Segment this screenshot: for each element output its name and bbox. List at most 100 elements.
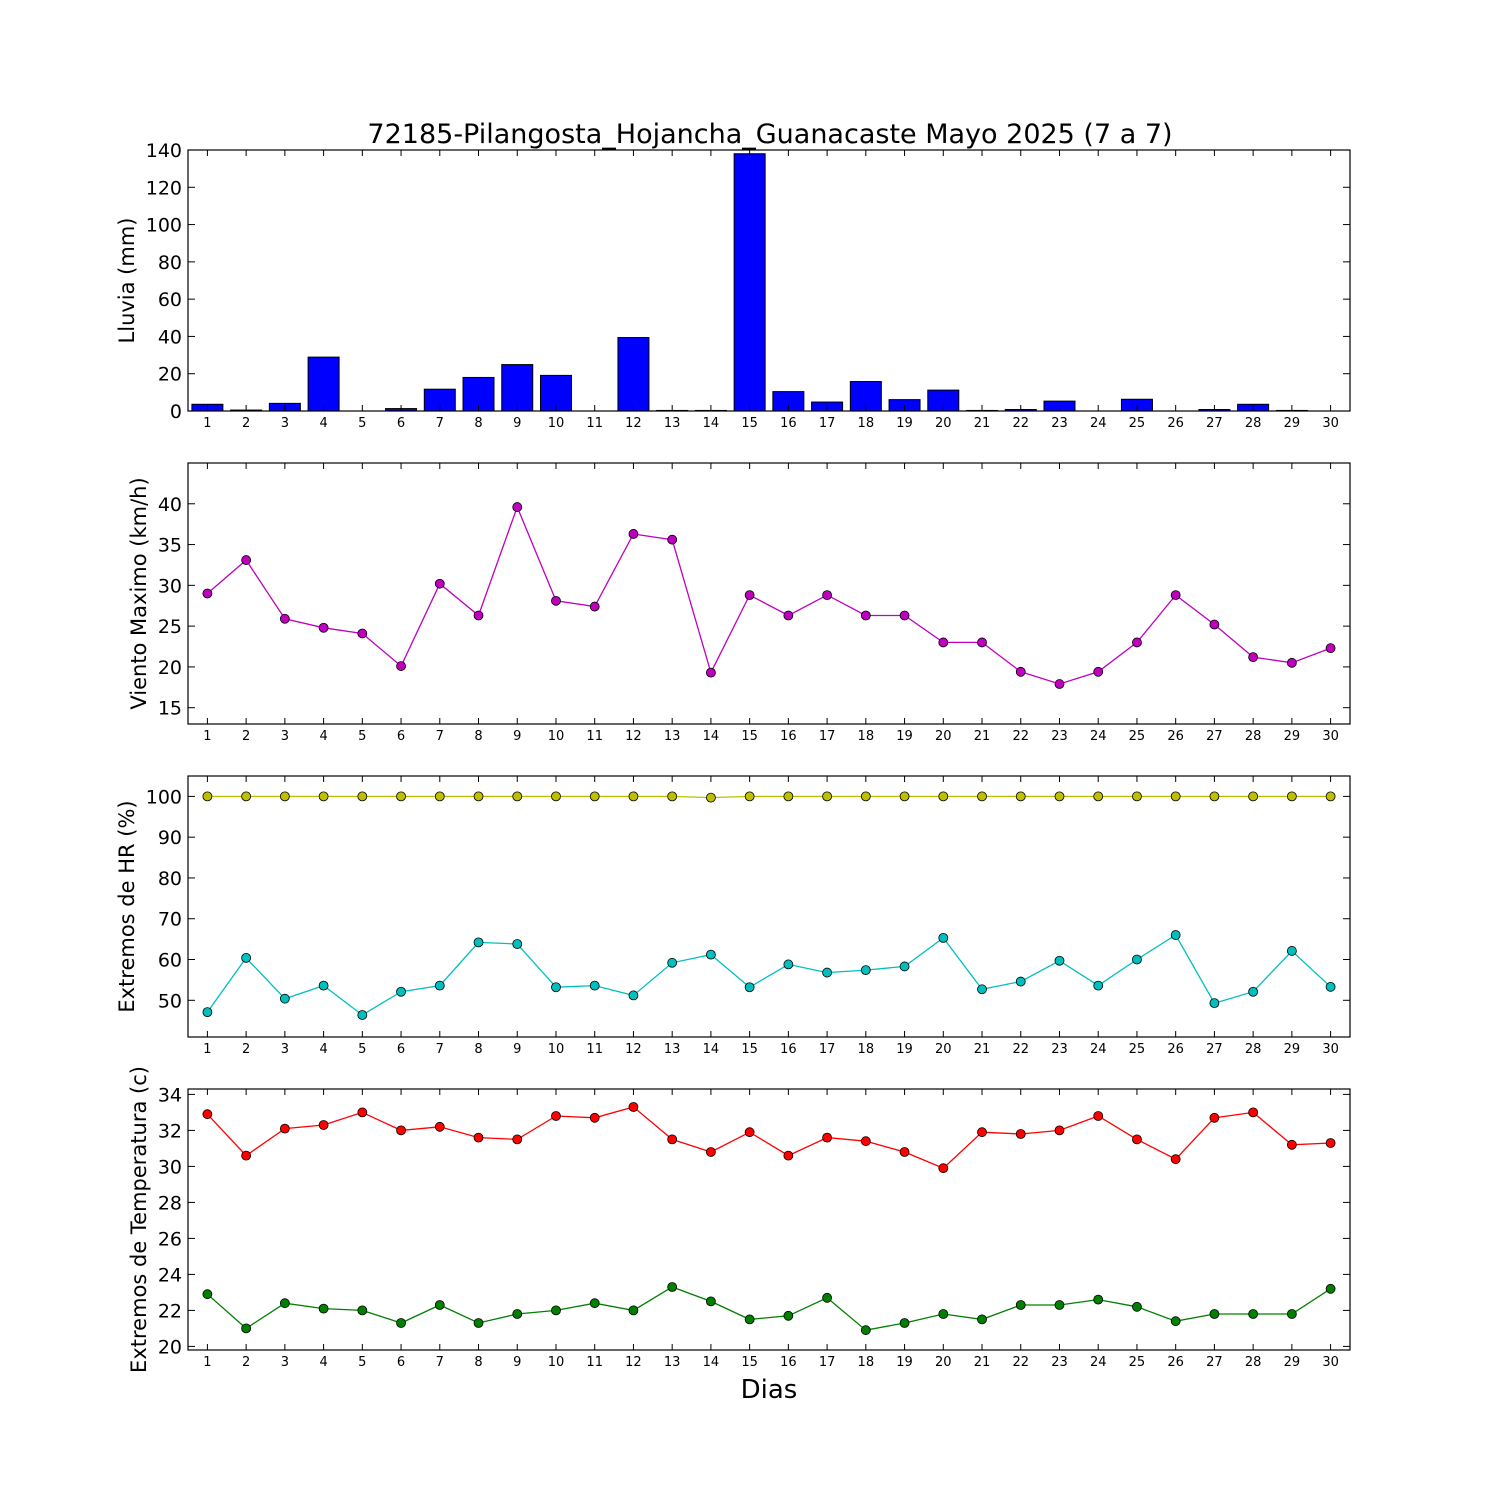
wind-series-0-point-9 <box>512 502 523 512</box>
temperature-series-1-point-25 <box>1132 1301 1142 1312</box>
humidity-series-1-point-23 <box>1054 955 1065 966</box>
rain-xtick-label: 26 <box>1167 416 1184 431</box>
temperature-series-0-point-28 <box>1248 1107 1259 1118</box>
humidity-series-1-point-8 <box>473 937 484 948</box>
humidity-series-0-point-1 <box>202 791 213 802</box>
rain-xtick-label: 2 <box>242 416 250 431</box>
temperature-xtick-label: 29 <box>1284 1355 1301 1370</box>
wind-xtick-label: 22 <box>1012 729 1029 744</box>
wind-series-0-point-15 <box>744 590 755 601</box>
temperature-series-1-point-5 <box>357 1305 368 1316</box>
humidity-series-1-point-5 <box>357 1010 368 1020</box>
temperature-ytick-label: 28 <box>158 1192 182 1214</box>
humidity-xtick-label: 11 <box>586 1042 603 1057</box>
temperature-series-0-point-17 <box>822 1132 832 1143</box>
temperature-series-1-point-4 <box>318 1303 329 1314</box>
temperature-series-0-point-18 <box>860 1136 871 1147</box>
x-axis-label: Dias <box>741 1375 798 1405</box>
temperature-xtick-label: 30 <box>1322 1355 1339 1370</box>
humidity-xtick-label: 17 <box>819 1042 836 1057</box>
wind-series-0-point-3 <box>279 613 290 624</box>
humidity-axes-frame <box>187 775 1351 1038</box>
wind-series-0-point-26 <box>1170 590 1181 601</box>
humidity-series-0-point-16 <box>783 791 794 802</box>
humidity-series-0-point-29 <box>1286 791 1297 802</box>
humidity-xtick-label: 24 <box>1090 1042 1107 1057</box>
temperature-series-0-point-12 <box>628 1102 639 1112</box>
temperature-xtick-label: 11 <box>586 1355 603 1370</box>
rain-ytick-label: 120 <box>146 177 182 199</box>
humidity-series-1-point-19 <box>899 961 910 972</box>
wind-ytick-label: 25 <box>158 616 182 638</box>
humidity-series-1-point-4 <box>318 980 329 991</box>
humidity-series-0-point-24 <box>1093 791 1104 802</box>
humidity-xtick-label: 25 <box>1129 1042 1146 1057</box>
wind-xtick-label: 16 <box>780 729 797 744</box>
temperature-series-0-point-9 <box>512 1134 523 1145</box>
temperature-series-1-point-14 <box>706 1296 716 1307</box>
temperature-series-1-point-19 <box>899 1318 910 1328</box>
rain-ytick-label: 100 <box>146 215 182 237</box>
humidity-series-0-point-18 <box>860 791 871 802</box>
temperature-ytick-label: 32 <box>158 1120 182 1142</box>
temperature-xtick-label: 9 <box>513 1355 521 1370</box>
temperature-ytick-label: 30 <box>158 1156 182 1178</box>
humidity-series-0-point-26 <box>1170 791 1181 802</box>
humidity-series-1-point-27 <box>1209 998 1220 1009</box>
humidity-y-axis-label: Extremos de HR (%) <box>115 800 139 1012</box>
rain-xtick-label: 21 <box>974 416 991 431</box>
temperature-xtick-label: 13 <box>664 1355 681 1370</box>
temperature-xtick-label: 3 <box>281 1355 289 1370</box>
temperature-ytick-label: 26 <box>158 1228 182 1250</box>
temperature-series-0-line <box>206 1106 1331 1169</box>
temperature-xtick-label: 6 <box>397 1355 405 1370</box>
temperature-series-1-point-12 <box>628 1305 639 1316</box>
temperature-xtick-label: 14 <box>703 1355 720 1370</box>
humidity-series-0-point-14 <box>706 792 716 803</box>
wind-xtick-label: 17 <box>819 729 836 744</box>
rain-xtick-label: 5 <box>358 416 366 431</box>
wind-xtick-label: 7 <box>436 729 444 744</box>
wind-series-0-point-10 <box>551 595 561 606</box>
temperature-series-1-point-6 <box>396 1318 406 1328</box>
temperature-series-1-point-27 <box>1209 1309 1220 1319</box>
humidity-xtick-label: 23 <box>1051 1042 1068 1057</box>
rain-xtick-label: 11 <box>586 416 603 431</box>
temperature-series-0-point-7 <box>434 1121 445 1132</box>
temperature-series-1-point-8 <box>473 1318 484 1328</box>
humidity-xtick-label: 20 <box>935 1042 952 1057</box>
wind-xtick-label: 9 <box>513 729 521 744</box>
humidity-xtick-label: 16 <box>780 1042 797 1057</box>
wind-xtick-label: 18 <box>858 729 875 744</box>
temperature-series-0-point-30 <box>1325 1138 1336 1148</box>
temperature-series-0-point-25 <box>1132 1134 1142 1145</box>
temperature-series-1-point-26 <box>1170 1316 1181 1327</box>
wind-xtick-label: 23 <box>1051 729 1068 744</box>
rain-xtick-label: 8 <box>474 416 482 431</box>
temperature-series-1-point-22 <box>1015 1300 1026 1310</box>
temperature-series-0-point-14 <box>706 1147 716 1157</box>
rain-xtick-label: 16 <box>780 416 797 431</box>
temperature-xtick-label: 8 <box>474 1355 482 1370</box>
rain-xtick-label: 20 <box>935 416 952 431</box>
humidity-series-1-point-17 <box>822 967 832 978</box>
temperature-series-0-point-22 <box>1015 1129 1026 1139</box>
humidity-xtick-label: 6 <box>397 1042 405 1057</box>
temperature-series-0-point-8 <box>473 1132 484 1143</box>
temperature-series-1-point-28 <box>1248 1309 1259 1319</box>
temperature-series-0-point-29 <box>1286 1139 1297 1150</box>
temperature-ytick-label: 34 <box>158 1084 182 1106</box>
rain-xtick-label: 23 <box>1051 416 1068 431</box>
humidity-series-0-point-21 <box>977 791 987 802</box>
temperature-series-0-point-4 <box>318 1120 329 1130</box>
humidity-series-0-point-3 <box>279 791 290 802</box>
temperature-series-1-point-18 <box>860 1325 871 1336</box>
wind-series-0-line <box>206 505 1331 685</box>
temperature-series-0-point-11 <box>589 1112 600 1123</box>
humidity-series-0-point-11 <box>589 791 600 802</box>
humidity-series-1-line <box>206 934 1332 1016</box>
temperature-series-0-point-21 <box>977 1127 987 1138</box>
temperature-xtick-label: 12 <box>625 1355 642 1370</box>
wind-series-0-point-7 <box>434 578 445 589</box>
